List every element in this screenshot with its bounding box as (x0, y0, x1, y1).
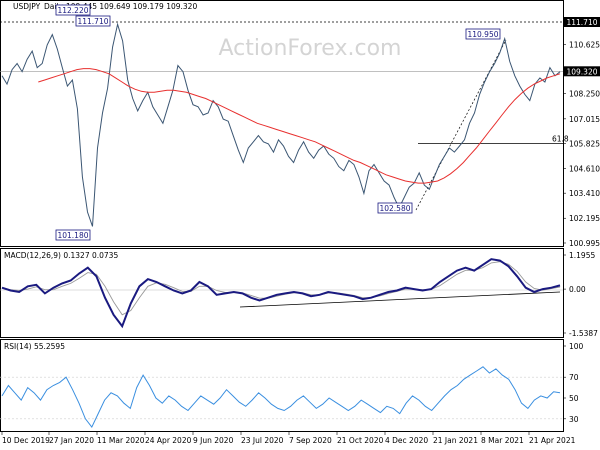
fib-label: 61.8 (552, 134, 569, 143)
price-callout-box (75, 15, 111, 27)
rsi-panel-frame (0, 339, 564, 432)
price-ohlc: 109.445 109.649 109.179 109.320 (66, 2, 197, 11)
x-tick-label: 21 Apr 2021 (529, 436, 576, 445)
x-tick-label: 27 Jan 2020 (49, 436, 94, 445)
x-tick-label: 7 Sep 2020 (289, 436, 332, 445)
x-tick-label: 8 Mar 2021 (481, 436, 524, 445)
macd-y-axis: 1.1955 0.00 -1.5387 (563, 251, 598, 338)
rsi-header: RSI(14) 55.2595 (4, 342, 65, 351)
price-callout-label: 101.180 (57, 231, 88, 240)
x-tick-label: 24 Apr 2020 (145, 436, 192, 445)
resistance-tag: 111.710 (564, 17, 600, 27)
price-symbol: USDJPY (13, 2, 41, 11)
price-callout-box (55, 4, 91, 16)
rsi-y-tick-label: 30 (569, 415, 579, 424)
price-y-tick-label: 107.015 (569, 115, 600, 124)
price-header: USDJPY Daily 109.445 109.649 109.179 109… (13, 2, 197, 11)
price-callout-label: 110.950 (467, 30, 498, 39)
x-tick-label: 21 Oct 2020 (337, 436, 384, 445)
price-y-axis: 111.710 110.625 109.320 108.250 107.015 105.8… (563, 18, 600, 248)
resistance-tag-box (564, 17, 600, 27)
price-callout-box (55, 229, 91, 241)
macd-y-tick-label: 1.1955 (569, 251, 595, 260)
watermark: ActionForex.com (219, 36, 402, 61)
price-callout-label: 111.710 (77, 17, 108, 26)
macd-header: MACD(12,26,9) 0.1327 0.0735 (4, 251, 118, 260)
rsi-y-tick-label: 100 (569, 342, 584, 351)
price-callout-label: 102.580 (379, 204, 410, 213)
price-y-tick-label: 100.995 (569, 239, 600, 248)
price-y-tick-label: 104.610 (569, 164, 600, 173)
price-timeframe: Daily (44, 2, 64, 11)
price-callout-box (465, 28, 501, 40)
resistance-tag-text: 111.710 (566, 18, 597, 27)
x-tick-label: 11 Mar 2020 (97, 436, 145, 445)
macd-y-tick-label: -1.5387 (569, 329, 598, 338)
price-y-tick-label: 110.625 (569, 40, 600, 49)
x-axis: 10 Dec 2019 27 Jan 2020 11 Mar 2020 24 Apr … (1, 431, 576, 445)
price-y-tick-label: 102.195 (569, 214, 600, 223)
rsi-y-tick-label: 70 (569, 373, 579, 382)
current-price-tag-text: 109.320 (566, 67, 597, 76)
x-tick-label: 10 Dec 2019 (2, 436, 50, 445)
moving-average-series (38, 68, 561, 184)
x-tick-label: 23 Jul 2020 (241, 436, 284, 445)
rsi-y-tick-label: 50 (569, 394, 579, 403)
price-callout-box (377, 202, 413, 214)
macd-series (1, 258, 561, 329)
price-y-tick-label: 103.410 (569, 189, 600, 198)
rsi-y-axis: 100 70 50 30 (0, 342, 584, 424)
current-price-tag-box (564, 66, 600, 77)
macd-y-tick-label: 0.00 (569, 285, 586, 294)
x-tick-label: 21 Jan 2021 (433, 436, 478, 445)
price-y-tick-label: 108.250 (569, 89, 600, 98)
current-price-tag: 109.320 (564, 66, 600, 77)
price-callouts: 112.220 111.710 101.180 102.580 110.950 (55, 4, 501, 241)
price-callout-label: 112.220 (57, 6, 88, 15)
x-tick-label: 9 Jun 2020 (193, 436, 234, 445)
x-tick-label: 4 Dec 2020 (385, 436, 428, 445)
rsi-series (1, 366, 561, 429)
macd-trend-line (239, 291, 561, 308)
price-y-tick-label: 105.825 (569, 139, 600, 148)
price-series (1, 22, 561, 227)
